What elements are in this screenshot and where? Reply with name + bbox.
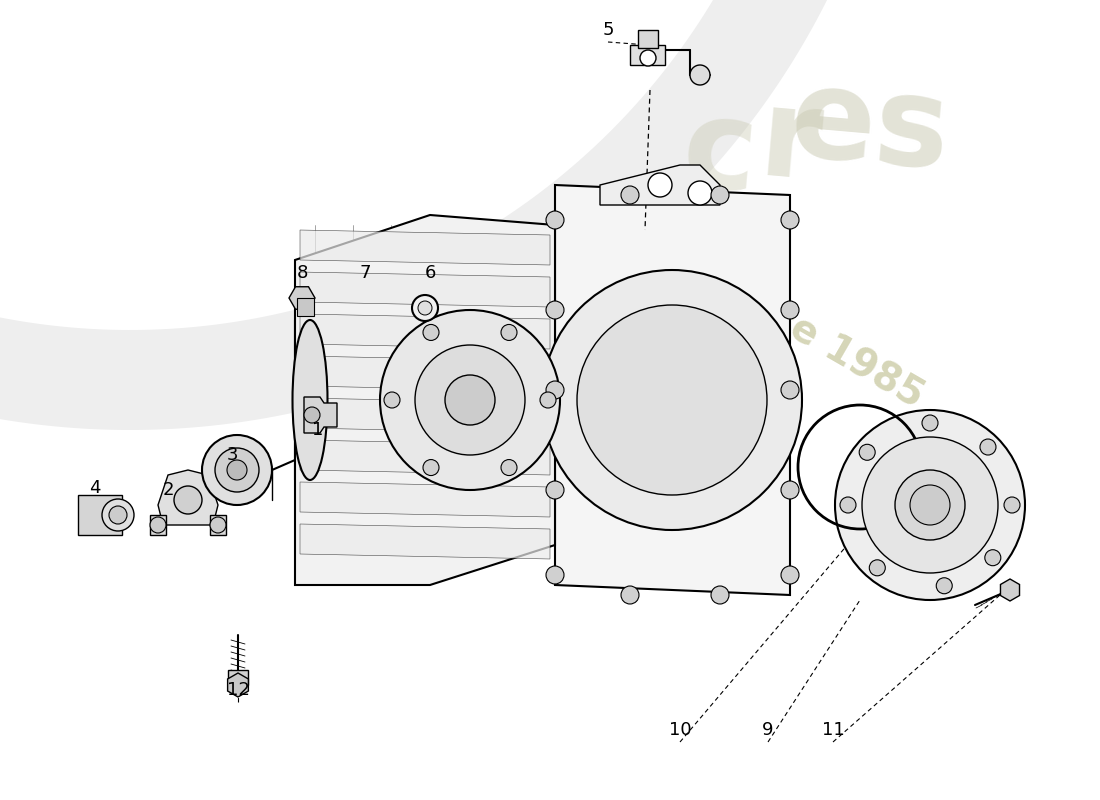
Circle shape — [150, 517, 166, 533]
Circle shape — [214, 448, 258, 492]
Polygon shape — [630, 45, 666, 65]
Circle shape — [621, 186, 639, 204]
Circle shape — [984, 550, 1001, 566]
Polygon shape — [300, 398, 550, 433]
Circle shape — [415, 345, 525, 455]
Polygon shape — [600, 165, 720, 205]
Circle shape — [781, 301, 799, 319]
Text: r: r — [754, 80, 826, 206]
Circle shape — [424, 459, 439, 475]
Text: 4: 4 — [89, 479, 101, 497]
Polygon shape — [300, 356, 550, 391]
Text: 5: 5 — [603, 21, 614, 39]
Text: 8: 8 — [296, 264, 308, 282]
Circle shape — [379, 310, 560, 490]
Polygon shape — [300, 482, 550, 517]
Polygon shape — [150, 515, 166, 535]
Circle shape — [384, 392, 400, 408]
Polygon shape — [304, 397, 337, 433]
Text: 7: 7 — [360, 264, 371, 282]
Text: 1: 1 — [312, 421, 323, 439]
Circle shape — [546, 301, 564, 319]
Polygon shape — [300, 230, 550, 265]
Text: 9: 9 — [762, 721, 773, 739]
Circle shape — [781, 566, 799, 584]
Polygon shape — [300, 524, 550, 559]
Circle shape — [546, 211, 564, 229]
Circle shape — [781, 381, 799, 399]
Text: since 1985: since 1985 — [708, 265, 932, 415]
Circle shape — [781, 481, 799, 499]
Circle shape — [621, 586, 639, 604]
Circle shape — [546, 481, 564, 499]
Circle shape — [540, 392, 556, 408]
Text: 6: 6 — [425, 264, 436, 282]
Polygon shape — [300, 440, 550, 475]
Polygon shape — [0, 0, 837, 430]
Circle shape — [546, 566, 564, 584]
Text: 10: 10 — [669, 721, 691, 739]
Circle shape — [174, 486, 202, 514]
Circle shape — [304, 407, 320, 423]
Circle shape — [446, 375, 495, 425]
Circle shape — [859, 444, 876, 460]
Circle shape — [418, 301, 432, 315]
Polygon shape — [300, 272, 550, 307]
Text: c: c — [678, 90, 762, 217]
Circle shape — [424, 325, 439, 341]
Circle shape — [412, 295, 438, 321]
Circle shape — [690, 65, 710, 85]
Circle shape — [862, 437, 998, 573]
Circle shape — [910, 485, 950, 525]
Circle shape — [202, 435, 272, 505]
Circle shape — [578, 305, 767, 495]
Polygon shape — [300, 314, 550, 349]
Circle shape — [109, 506, 126, 524]
Polygon shape — [210, 515, 225, 535]
Circle shape — [542, 270, 802, 530]
Circle shape — [781, 211, 799, 229]
Circle shape — [922, 415, 938, 431]
Circle shape — [648, 173, 672, 197]
Circle shape — [640, 50, 656, 66]
Circle shape — [835, 410, 1025, 600]
Circle shape — [895, 470, 965, 540]
Circle shape — [688, 181, 712, 205]
Circle shape — [711, 586, 729, 604]
Text: 11: 11 — [822, 721, 845, 739]
Text: 12: 12 — [227, 681, 250, 699]
Circle shape — [546, 381, 564, 399]
Circle shape — [840, 497, 856, 513]
Polygon shape — [228, 670, 248, 685]
Polygon shape — [297, 298, 313, 316]
Circle shape — [1004, 497, 1020, 513]
Polygon shape — [638, 30, 658, 48]
Circle shape — [102, 499, 134, 531]
Circle shape — [210, 517, 225, 533]
Circle shape — [980, 439, 996, 455]
Ellipse shape — [293, 320, 328, 480]
Circle shape — [869, 560, 886, 576]
Text: 2: 2 — [163, 481, 174, 499]
Polygon shape — [556, 185, 790, 595]
Polygon shape — [78, 495, 122, 535]
Text: es: es — [785, 60, 955, 194]
Circle shape — [500, 459, 517, 475]
Circle shape — [936, 578, 953, 594]
Text: 3: 3 — [227, 446, 238, 464]
Circle shape — [227, 460, 248, 480]
Polygon shape — [295, 215, 556, 585]
Circle shape — [711, 186, 729, 204]
Circle shape — [500, 325, 517, 341]
Polygon shape — [158, 470, 218, 525]
